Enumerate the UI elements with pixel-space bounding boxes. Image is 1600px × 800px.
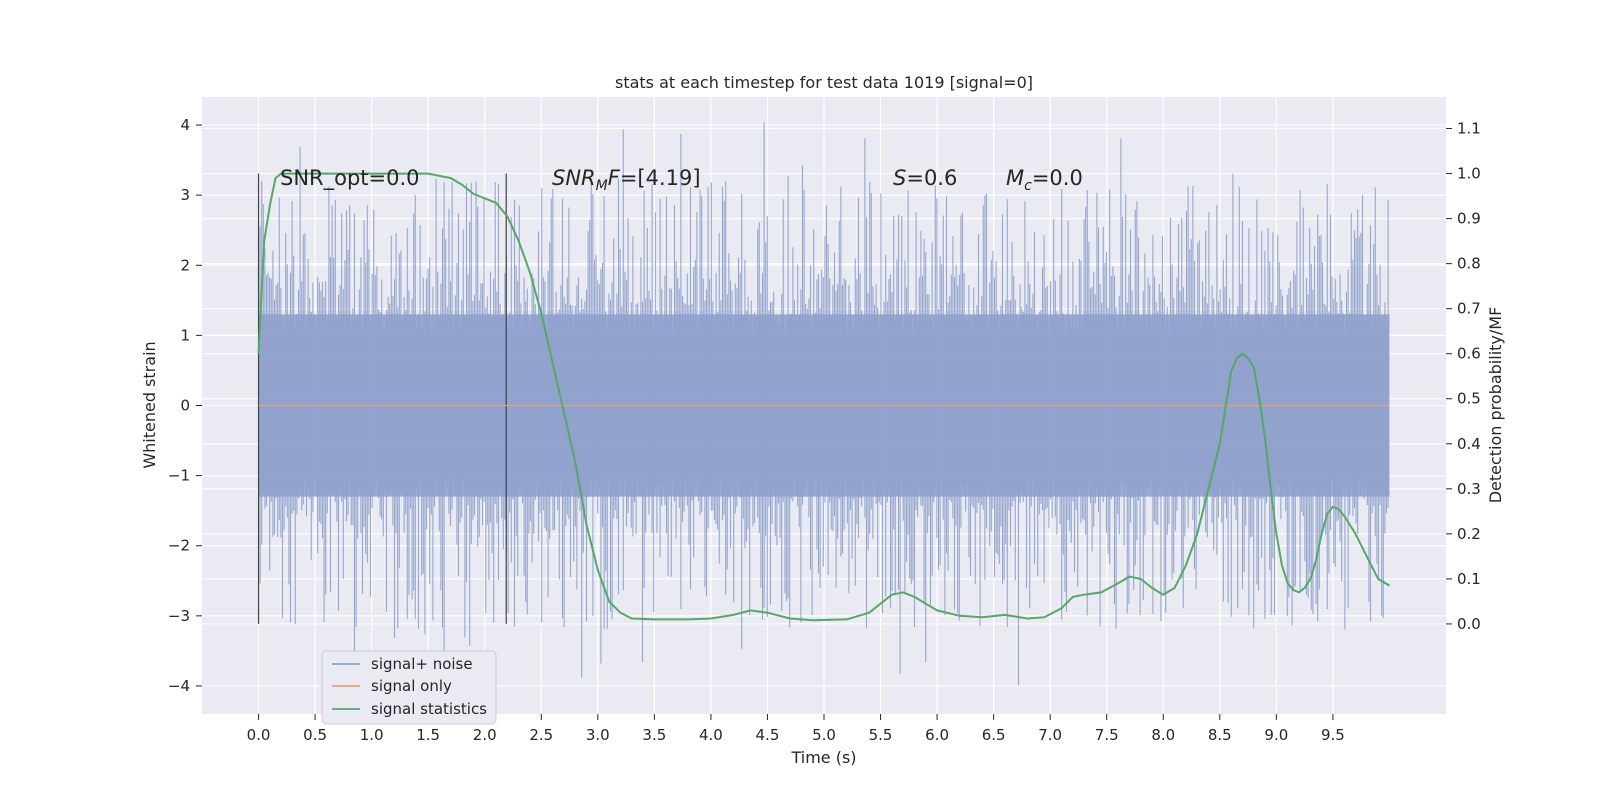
x-ticks: 0.0 0.5 1.0 1.5 2.0 2.5 3.0 3.5 4.0 4.5 5.0 5.5 6.0 6… bbox=[247, 714, 1345, 744]
x-tick-label: 7.5 bbox=[1095, 726, 1119, 744]
x-tick-label: 9.0 bbox=[1264, 726, 1288, 744]
legend-box bbox=[321, 650, 497, 725]
annotation-snr-opt: SNR_opt=0.0 bbox=[280, 166, 420, 191]
right-y-tick-label: 1.1 bbox=[1457, 120, 1481, 138]
left-y-tick-label: −1 bbox=[168, 467, 190, 485]
x-tick-label: 8.5 bbox=[1208, 726, 1232, 744]
right-y-ticks: 1.1 1.0 0.9 0.8 0.7 0.6 0.5 0.4 0.3 0.2 0.1 0.0 bbox=[1446, 120, 1481, 633]
legend-label-signal-statistics: signal statistics bbox=[371, 700, 487, 718]
right-y-tick-label: 0.3 bbox=[1457, 480, 1481, 498]
left-y-tick-label: 3 bbox=[180, 186, 190, 204]
right-y-tick-label: 0.8 bbox=[1457, 255, 1481, 273]
x-tick-label: 3.5 bbox=[642, 726, 666, 744]
x-tick-label: 0.0 bbox=[247, 726, 271, 744]
x-tick-label: 3.0 bbox=[586, 726, 610, 744]
left-y-tick-label: −4 bbox=[168, 677, 190, 695]
right-y-axis-label: Detection probability/MF bbox=[1486, 307, 1505, 504]
legend-label-signal-only: signal only bbox=[371, 677, 452, 695]
left-y-tick-label: 0 bbox=[180, 397, 190, 415]
annotation-mc: Mc=0.0 bbox=[1006, 166, 1083, 194]
right-y-tick-label: 0.7 bbox=[1457, 300, 1481, 318]
x-tick-label: 5.0 bbox=[812, 726, 836, 744]
right-y-tick-label: 1.0 bbox=[1457, 165, 1481, 183]
x-axis-label: Time (s) bbox=[790, 748, 856, 767]
x-tick-label: 2.5 bbox=[529, 726, 553, 744]
x-tick-label: 6.0 bbox=[925, 726, 949, 744]
left-y-tick-label: 4 bbox=[180, 116, 190, 134]
x-tick-label: 6.5 bbox=[982, 726, 1006, 744]
legend-label-signal-noise: signal+ noise bbox=[371, 655, 473, 673]
right-y-tick-label: 0.9 bbox=[1457, 210, 1481, 228]
chart-title: stats at each timestep for test data 101… bbox=[615, 73, 1033, 92]
x-tick-label: 1.0 bbox=[360, 726, 384, 744]
vertical-markers bbox=[257, 173, 507, 624]
left-y-ticks: 4 3 2 1 0 −1 −2 −3 −4 bbox=[168, 116, 202, 695]
annotation-snr-mf: SNRMF=[4.19] bbox=[552, 166, 701, 194]
x-tick-label: 1.5 bbox=[416, 726, 440, 744]
right-y-tick-label: 0.0 bbox=[1457, 615, 1481, 633]
x-tick-label: 5.5 bbox=[869, 726, 893, 744]
x-tick-label: 2.0 bbox=[473, 726, 497, 744]
legend: signal+ noise signal only signal statist… bbox=[321, 650, 497, 725]
annotation-s: S=0.6 bbox=[893, 166, 957, 190]
x-tick-label: 8.0 bbox=[1151, 726, 1175, 744]
signal-statistics-line bbox=[257, 172, 1391, 622]
right-y-tick-label: 0.5 bbox=[1457, 390, 1481, 408]
x-tick-label: 0.5 bbox=[303, 726, 327, 744]
left-y-tick-label: −3 bbox=[168, 607, 190, 625]
left-y-tick-label: −2 bbox=[168, 537, 190, 555]
left-y-axis-label: Whitened strain bbox=[140, 341, 159, 468]
right-y-tick-label: 0.4 bbox=[1457, 435, 1481, 453]
right-y-tick-label: 0.1 bbox=[1457, 570, 1481, 588]
x-tick-label: 4.5 bbox=[756, 726, 780, 744]
x-tick-label: 7.0 bbox=[1038, 726, 1062, 744]
right-y-tick-label: 0.6 bbox=[1457, 345, 1481, 363]
left-y-tick-label: 1 bbox=[180, 326, 190, 344]
right-y-tick-label: 0.2 bbox=[1457, 525, 1481, 543]
left-y-tick-label: 2 bbox=[180, 256, 190, 274]
x-tick-label: 4.0 bbox=[699, 726, 723, 744]
x-tick-label: 9.5 bbox=[1321, 726, 1345, 744]
